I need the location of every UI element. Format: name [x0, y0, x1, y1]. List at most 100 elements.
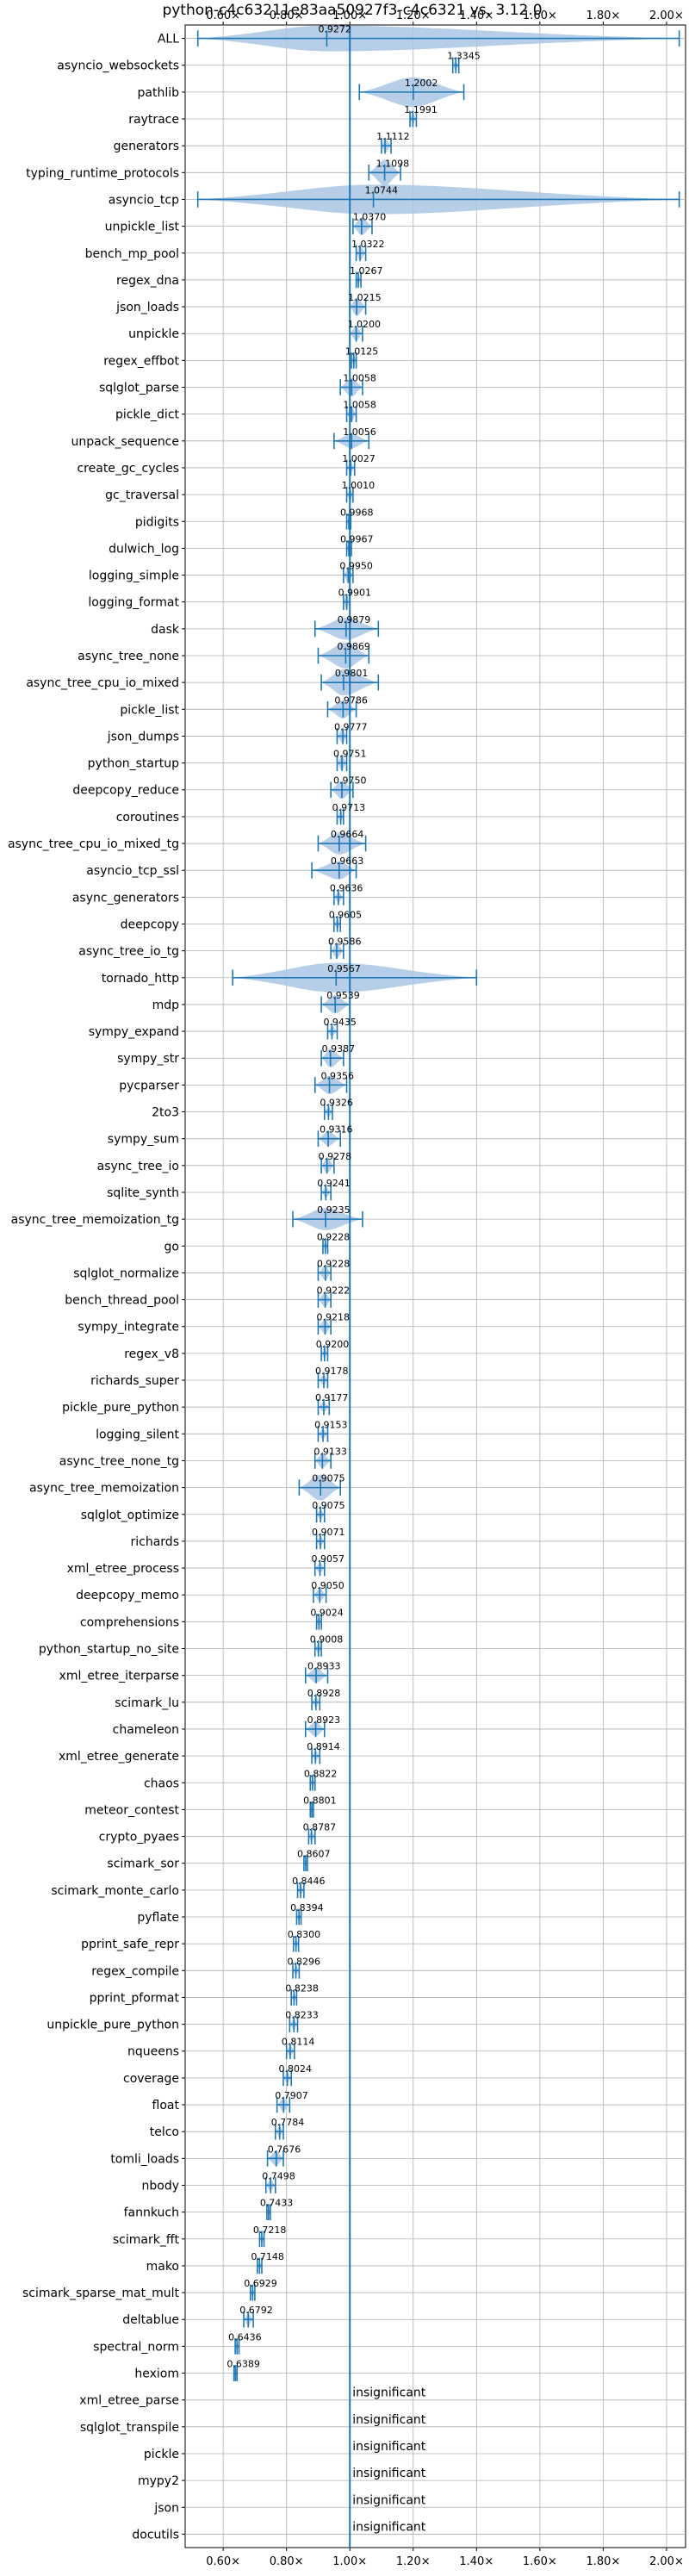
category-label: async_tree_memoization_tg — [11, 1213, 179, 1227]
value-label: 1.0215 — [348, 292, 382, 303]
value-label: 1.0125 — [345, 345, 379, 357]
chart-title: python-c4c63211e83aa50927f3-c4c6321 vs. … — [162, 2, 542, 19]
plot-area — [184, 24, 686, 2548]
category-label: logging_format — [88, 596, 179, 610]
value-label: 0.9200 — [316, 1339, 350, 1350]
value-label: 0.9786 — [334, 694, 368, 706]
value-label: 1.2002 — [405, 78, 438, 89]
marker-layer — [196, 25, 680, 2548]
category-label: async_tree_none — [78, 650, 179, 663]
x-tick-label: 2.00× — [649, 2555, 684, 2568]
value-label: 0.7498 — [262, 2170, 295, 2181]
value-label: 0.9801 — [335, 668, 369, 679]
insignificant-label: insignificant — [352, 2493, 426, 2507]
value-label: 0.8114 — [282, 2037, 315, 2048]
category-label: nbody — [142, 2179, 180, 2193]
value-label: 0.8394 — [290, 1902, 324, 1913]
value-label: 0.9387 — [322, 1043, 356, 1055]
category-label: mako — [146, 2260, 179, 2274]
category-label: pyflate — [137, 1911, 179, 1925]
x-tick-label: 1.60× — [523, 2555, 557, 2568]
value-label: 0.6929 — [244, 2278, 277, 2289]
x-tick-label: 1.80× — [586, 2555, 620, 2568]
value-label: 1.0056 — [343, 426, 376, 438]
category-label: unpack_sequence — [71, 435, 179, 449]
category-label: pidigits — [135, 515, 179, 529]
value-label: 0.8296 — [288, 1956, 321, 1967]
category-label: gc_traversal — [105, 488, 179, 502]
category-label: docutils — [132, 2528, 179, 2542]
value-label: 0.9869 — [337, 641, 370, 652]
value-label: 0.9879 — [338, 614, 371, 625]
value-label: 0.9228 — [317, 1231, 351, 1242]
x-tick-label: 1.20× — [396, 9, 431, 22]
category-label: regex_effbot — [103, 354, 179, 368]
value-label: 0.7218 — [253, 2224, 287, 2236]
value-label: 0.9664 — [331, 829, 364, 840]
category-label: xml_etree_process — [67, 1562, 179, 1576]
category-label: deepcopy_reduce — [72, 784, 179, 798]
value-label: 0.8933 — [307, 1661, 341, 1672]
insignificant-label: insignificant — [352, 2520, 426, 2534]
category-label: float — [152, 2099, 180, 2112]
value-label: 0.9222 — [317, 1285, 351, 1297]
value-label: 0.9713 — [332, 802, 366, 813]
x-tick-label: 1.60× — [523, 9, 557, 22]
value-label: 0.9075 — [312, 1500, 345, 1511]
value-label: 0.8238 — [285, 1982, 319, 1994]
axis-layer: 0.60× 0.60× 0.80× 0.80× 1.00× 1.00× 1.20× 1.20×… — [8, 9, 684, 2568]
category-label: logging_simple — [89, 569, 179, 583]
category-label: sympy_sum — [108, 1133, 179, 1147]
category-label: dulwich_log — [109, 542, 179, 556]
grid-layer — [185, 25, 686, 2548]
value-label: 0.7784 — [271, 2117, 305, 2128]
category-label: async_tree_memoization — [29, 1482, 179, 1496]
category-label: typing_runtime_protocols — [26, 166, 179, 180]
value-label: 0.7676 — [268, 2144, 301, 2155]
category-label: pycparser — [119, 1079, 179, 1092]
category-label: sqlite_synth — [107, 1186, 179, 1200]
category-label: logging_silent — [96, 1428, 179, 1441]
category-label: json_dumps — [107, 730, 179, 744]
category-label: richards — [131, 1535, 180, 1549]
value-label: 0.9235 — [317, 1204, 351, 1216]
value-label: 0.8446 — [292, 1876, 326, 1887]
label-layer: 0.9272 1.3345 1.2002 1.1991 1.1112 1.1098 1.07… — [227, 24, 480, 2535]
value-label: 0.9178 — [315, 1366, 349, 1377]
category-label: bench_thread_pool — [65, 1294, 179, 1308]
category-label: regex_dna — [116, 274, 179, 288]
value-label: 0.8923 — [307, 1714, 341, 1726]
category-label: asyncio_websockets — [57, 59, 179, 73]
value-label: 1.0370 — [353, 212, 387, 223]
category-label: json — [153, 2501, 179, 2515]
category-label: scimark_lu — [115, 1696, 179, 1710]
category-label: asyncio_tcp — [109, 193, 179, 207]
category-label: json_loads — [115, 301, 179, 314]
value-label: 0.9008 — [310, 1634, 344, 1646]
category-label: raytrace — [128, 113, 179, 127]
category-label: async_tree_io — [97, 1160, 179, 1173]
value-label: 0.9316 — [320, 1124, 353, 1136]
value-label: 0.8928 — [307, 1688, 341, 1699]
category-label: tomli_loads — [110, 2152, 179, 2166]
x-tick-label: 1.20× — [396, 2555, 431, 2568]
category-label: 2to3 — [152, 1106, 179, 1120]
x-tick-label: 0.60× — [206, 2555, 240, 2568]
category-label: ALL — [158, 33, 179, 47]
category-label: async_tree_cpu_io_mixed_tg — [8, 837, 179, 851]
value-label: 0.9228 — [317, 1258, 351, 1269]
category-label: sqlglot_optimize — [81, 1509, 179, 1522]
value-label: 1.0267 — [350, 265, 383, 277]
insignificant-label: insignificant — [352, 2386, 426, 2400]
value-label: 0.8233 — [285, 2010, 319, 2021]
category-label: python_startup — [88, 757, 179, 771]
category-label: async_generators — [72, 891, 179, 905]
value-label: 0.9539 — [326, 990, 360, 1001]
value-label: 0.9057 — [312, 1553, 345, 1565]
x-tick-label: 1.40× — [459, 2555, 493, 2568]
category-label: sympy_str — [117, 1052, 179, 1066]
category-label: pickle — [144, 2448, 179, 2461]
category-label: deltablue — [122, 2313, 179, 2327]
value-label: 1.1991 — [404, 104, 438, 115]
